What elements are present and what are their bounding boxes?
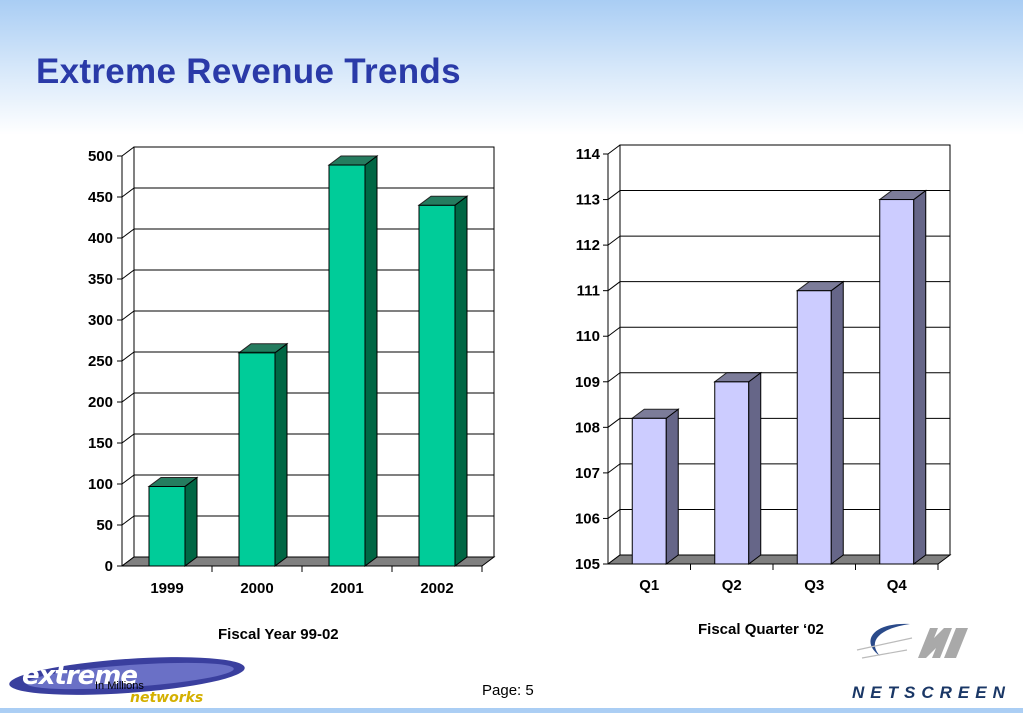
y-tick-label: 250 xyxy=(88,353,113,370)
bar-q4 xyxy=(878,189,928,565)
bar-2002 xyxy=(417,195,469,567)
bar-side xyxy=(748,371,762,565)
y-tick-label: 109 xyxy=(575,374,600,391)
bar-side xyxy=(830,280,844,565)
x-tick-label: 2001 xyxy=(330,580,363,597)
x-tick-label: Q1 xyxy=(639,577,659,594)
slide-title: Extreme Revenue Trends xyxy=(36,52,461,91)
gridline-side xyxy=(121,269,135,280)
gridline-side xyxy=(607,417,621,428)
gridline-side xyxy=(607,190,621,200)
bar-top xyxy=(795,281,845,292)
bar-2001 xyxy=(327,155,379,567)
bar-front xyxy=(148,485,186,567)
y-tick-label: 150 xyxy=(88,435,113,452)
bar-1999 xyxy=(147,476,199,567)
y-tick-label: 200 xyxy=(88,394,113,411)
units-note: In Millions xyxy=(95,680,144,692)
extreme-networks-logo: extreme networks In Millions xyxy=(2,652,252,708)
gridline-side xyxy=(607,144,621,155)
y-tick-label: 112 xyxy=(576,237,600,254)
bar-q3 xyxy=(795,280,845,565)
bar-side xyxy=(665,408,679,565)
gridline-side xyxy=(121,433,135,444)
y-tick-label: 300 xyxy=(88,312,113,329)
x-tick-label: 2000 xyxy=(240,580,273,597)
bar-front xyxy=(796,290,832,565)
bar-top xyxy=(630,408,680,419)
y-tick-label: 110 xyxy=(576,328,600,345)
y-tick-label: 114 xyxy=(576,146,601,163)
x-tick-label: Q2 xyxy=(722,577,742,594)
gridline-side xyxy=(121,228,135,239)
y-tick-label: 111 xyxy=(577,283,600,300)
gridline-side xyxy=(607,235,621,246)
gridline-side xyxy=(121,187,135,198)
gridline-side xyxy=(607,372,621,383)
x-tick-label: Q4 xyxy=(887,577,908,594)
y-tick-label: 108 xyxy=(575,419,600,436)
gridline-side xyxy=(121,392,135,403)
bar-2000 xyxy=(237,342,289,567)
netscreen-logo-mark xyxy=(856,623,968,659)
bar-top xyxy=(327,155,379,166)
bar-top xyxy=(147,476,199,487)
gridline-side xyxy=(121,351,135,362)
netscreen-logo: NETSCREEN xyxy=(852,610,1022,708)
y-tick-label: 113 xyxy=(576,192,600,209)
x-tick-label: 1999 xyxy=(150,580,183,597)
bar-front xyxy=(631,417,667,565)
y-tick-label: 350 xyxy=(88,271,113,288)
right-chart-x-label: Fiscal Quarter ‘02 xyxy=(698,621,824,638)
gridline-side xyxy=(121,474,135,485)
x-tick-label: 2002 xyxy=(420,580,453,597)
gridline-side xyxy=(607,509,621,519)
bar-front xyxy=(879,199,915,565)
y-tick-label: 500 xyxy=(88,148,113,165)
extreme-logo-graphic: extreme networks xyxy=(9,657,245,706)
gridline-side xyxy=(607,281,621,292)
bar-top xyxy=(237,343,289,354)
gridline-side xyxy=(607,326,621,337)
bar-front xyxy=(328,164,366,567)
page-number: Page: 5 xyxy=(482,682,534,699)
y-tick-label: 100 xyxy=(88,476,113,493)
svg-text:networks: networks xyxy=(130,690,203,706)
bar-top xyxy=(878,190,928,201)
y-tick-label: 450 xyxy=(88,189,113,206)
y-tick-label: 106 xyxy=(575,510,600,527)
gridline-side xyxy=(607,463,621,474)
y-tick-label: 105 xyxy=(575,556,600,573)
bar-q1 xyxy=(630,408,680,565)
gridline-side xyxy=(121,515,135,526)
gridline-side xyxy=(121,310,135,321)
bar-front xyxy=(714,381,750,565)
bar-q2 xyxy=(713,371,763,565)
y-tick-label: 400 xyxy=(88,230,113,247)
bar-side xyxy=(913,189,927,565)
x-tick-label: Q3 xyxy=(804,577,824,594)
y-tick-label: 0 xyxy=(105,558,113,575)
gridline-side xyxy=(121,146,135,157)
bar-top xyxy=(417,195,469,206)
y-tick-label: 107 xyxy=(575,465,600,482)
netscreen-wordmark: NETSCREEN xyxy=(852,683,1011,702)
svg-text:extreme: extreme xyxy=(22,661,137,691)
bar-front xyxy=(238,352,276,567)
bar-top xyxy=(713,372,763,383)
left-chart-x-label: Fiscal Year 99-02 xyxy=(218,626,339,643)
bar-front xyxy=(418,204,456,567)
y-tick-label: 50 xyxy=(96,517,113,534)
